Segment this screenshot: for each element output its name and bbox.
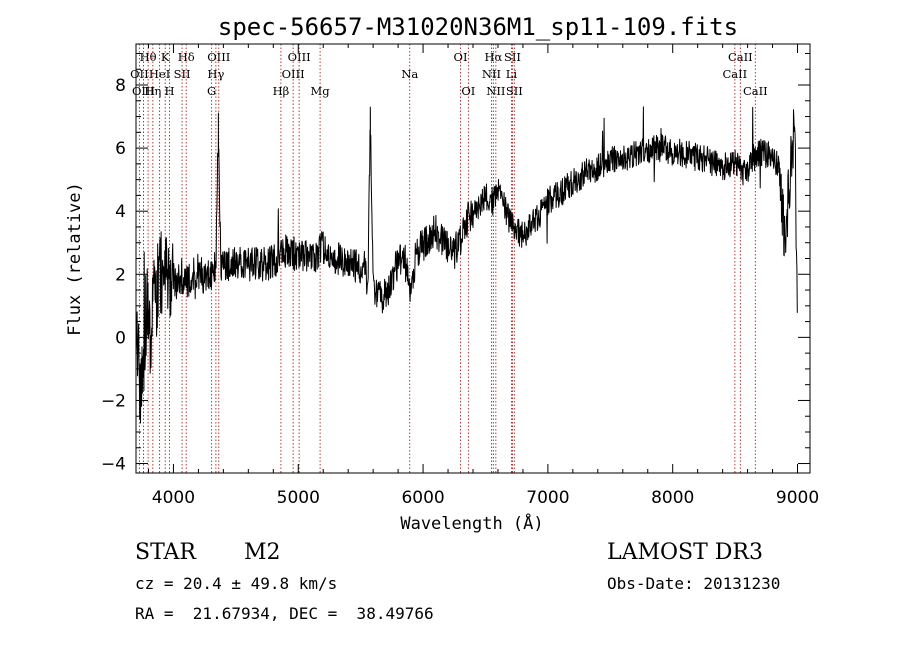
- y-axis-label: Flux (relative): [65, 182, 85, 336]
- line-marker-label-6: SII: [174, 67, 191, 81]
- spectrum-line: [135, 106, 798, 424]
- line-marker-label-19: Hα: [484, 50, 502, 64]
- y-tick-label-4: 4: [115, 202, 126, 222]
- y-tick-label-5: 6: [115, 139, 126, 159]
- x-axis-label: Wavelength (Å): [400, 512, 543, 534]
- y-tick-label-2: 0: [115, 328, 126, 348]
- line-marker-label-7: H: [165, 84, 175, 98]
- line-marker-label-24: SII: [506, 84, 523, 98]
- line-marker-label-1: OII: [130, 67, 149, 81]
- object-class: STAR: [135, 540, 196, 565]
- line-marker-label-17: OI: [454, 50, 468, 64]
- line-marker-label-21: NII: [482, 67, 501, 81]
- line-marker-label-11: G: [207, 84, 216, 98]
- line-marker-label-25: CaII: [728, 50, 753, 64]
- y-tick-label-1: −2: [101, 391, 126, 411]
- line-marker-label-0: Hθ: [140, 50, 157, 64]
- line-marker-label-9: OIII: [207, 50, 230, 64]
- line-marker-label-13: OIII: [282, 67, 305, 81]
- line-marker-label-8: Hδ: [178, 50, 195, 64]
- redshift-text: cz = 20.4 ± 49.8 km/s: [135, 574, 338, 593]
- line-marker-label-23: NII: [486, 84, 505, 98]
- line-marker-label-10: Hγ: [207, 67, 224, 81]
- line-marker-label-12: OIII: [288, 50, 311, 64]
- line-marker-label-27: CaII: [743, 84, 768, 98]
- line-marker-label-2: OIII: [132, 84, 155, 98]
- x-tick-label-5: 9000: [776, 488, 819, 508]
- line-marker-label-14: Hβ: [273, 84, 290, 98]
- y-tick-label-6: 8: [115, 76, 126, 96]
- x-axis: 4000 5000 6000 7000 8000 9000: [147, 44, 819, 508]
- line-marker-label-18: OI: [461, 84, 475, 98]
- survey-name: LAMOST DR3: [607, 540, 763, 565]
- object-subclass: M2: [244, 540, 281, 565]
- line-marker-label-4: HeI: [149, 67, 170, 81]
- y-axis: −4 −2 0 2 4 6 8: [101, 52, 810, 475]
- line-marker-label-15: Mg: [311, 84, 331, 98]
- x-tick-label-0: 4000: [152, 488, 195, 508]
- spectrum-series: [135, 106, 798, 424]
- obs-date: Obs-Date: 20131230: [607, 574, 781, 593]
- coordinates: RA = 21.67934, DEC = 38.49766: [135, 604, 434, 623]
- line-marker-label-16: Na: [401, 67, 418, 81]
- line-marker-label-20: SII: [504, 50, 521, 64]
- line-marker-label-22: Li: [506, 67, 518, 81]
- chart-title: spec-56657-M31020N36M1_sp11-109.fits: [218, 13, 738, 41]
- line-marker-label-5: Hη: [144, 84, 161, 98]
- x-tick-label-1: 5000: [277, 488, 320, 508]
- line-marker-label-26: CaII: [722, 67, 747, 81]
- line-marker-labels: Hθ OII OIII K HeI Hη SII H Hδ OIII Hγ G OIII OIII Hβ Mg…: [130, 50, 768, 98]
- x-tick-label-4: 8000: [651, 488, 694, 508]
- y-tick-label-3: 2: [115, 265, 126, 285]
- x-tick-label-3: 7000: [526, 488, 569, 508]
- x-tick-label-2: 6000: [401, 488, 444, 508]
- y-tick-label-0: −4: [101, 455, 126, 475]
- line-marker-label-3: K: [161, 50, 170, 64]
